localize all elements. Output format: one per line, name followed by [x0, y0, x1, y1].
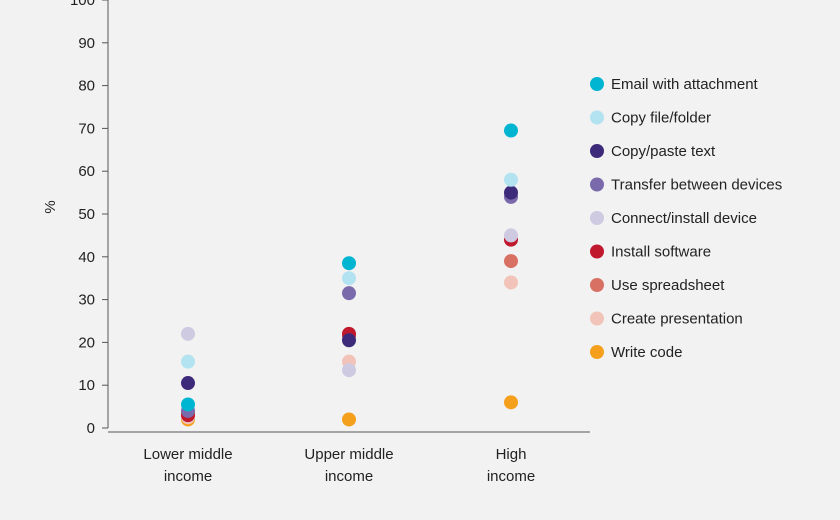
legend-item: Connect/install device [590, 210, 757, 227]
data-point [504, 172, 518, 187]
legend-label: Copy file/folder [611, 110, 711, 127]
x-axis: Lower middle income Upper middle income High… [108, 431, 590, 485]
legend-swatch [590, 211, 604, 225]
legend-item: Email with attachment [590, 76, 759, 93]
data-point [342, 271, 356, 286]
legend-item: Copy file/folder [590, 110, 711, 127]
data-point [181, 326, 195, 341]
legend-swatch [590, 244, 604, 259]
legend-swatch [590, 77, 604, 91]
legend-item: Install software [590, 244, 711, 261]
legend-label: Install software [611, 244, 711, 261]
y-axis: 0 10 20 30 40 50 60 70 80 90 100 [70, 0, 109, 437]
legend-swatch [590, 345, 604, 359]
legend-label: Copy/paste text [611, 143, 716, 160]
data-point [181, 397, 195, 412]
data-point [342, 333, 356, 348]
y-tick-label: 20 [78, 334, 95, 351]
data-point [342, 363, 356, 378]
legend-item: Use spreadsheet [590, 277, 725, 294]
legend-swatch [590, 144, 604, 158]
data-point [504, 185, 518, 200]
data-point [504, 275, 518, 290]
legend-item: Write code [590, 344, 682, 361]
y-tick-label: 100 [70, 0, 95, 9]
legend-label: Transfer between devices [611, 177, 782, 194]
data-point [181, 376, 195, 391]
legend-label: Create presentation [611, 311, 743, 328]
x-category-label: Upper middle income [304, 446, 393, 485]
data-point [181, 354, 195, 369]
data-point [342, 256, 356, 271]
legend-label: Write code [611, 344, 682, 361]
legend-item: Transfer between devices [590, 177, 782, 194]
data-point [504, 395, 518, 410]
data-point [504, 254, 518, 269]
y-tick-label: 80 [78, 78, 95, 95]
legend-swatch [590, 278, 604, 292]
y-tick-label: 70 [78, 120, 95, 137]
legend-label: Email with attachment [611, 76, 759, 93]
y-tick-label: 10 [78, 377, 95, 394]
data-point [504, 228, 518, 243]
data-point [504, 123, 518, 138]
data-point [342, 412, 356, 427]
legend-item: Copy/paste text [590, 143, 716, 160]
y-tick-label: 30 [78, 292, 95, 309]
y-tick-label: 50 [78, 206, 95, 223]
y-tick-label: 0 [87, 420, 95, 437]
y-axis-label: % [42, 200, 59, 213]
legend-label: Use spreadsheet [611, 277, 725, 294]
legend-swatch [590, 110, 604, 125]
data-points [181, 123, 518, 427]
legend-swatch [590, 311, 604, 326]
legend-label: Connect/install device [611, 210, 757, 227]
data-point [342, 286, 356, 301]
y-tick-label: 90 [78, 35, 95, 52]
y-tick-label: 40 [78, 249, 95, 266]
legend-item: Create presentation [590, 311, 743, 328]
legend: Email with attachment Copy file/folder Cop… [590, 76, 782, 361]
x-category-label: Lower middle income [143, 446, 232, 485]
y-tick-label: 60 [78, 163, 95, 180]
x-category-label: High income [487, 446, 535, 485]
legend-swatch [590, 177, 604, 192]
